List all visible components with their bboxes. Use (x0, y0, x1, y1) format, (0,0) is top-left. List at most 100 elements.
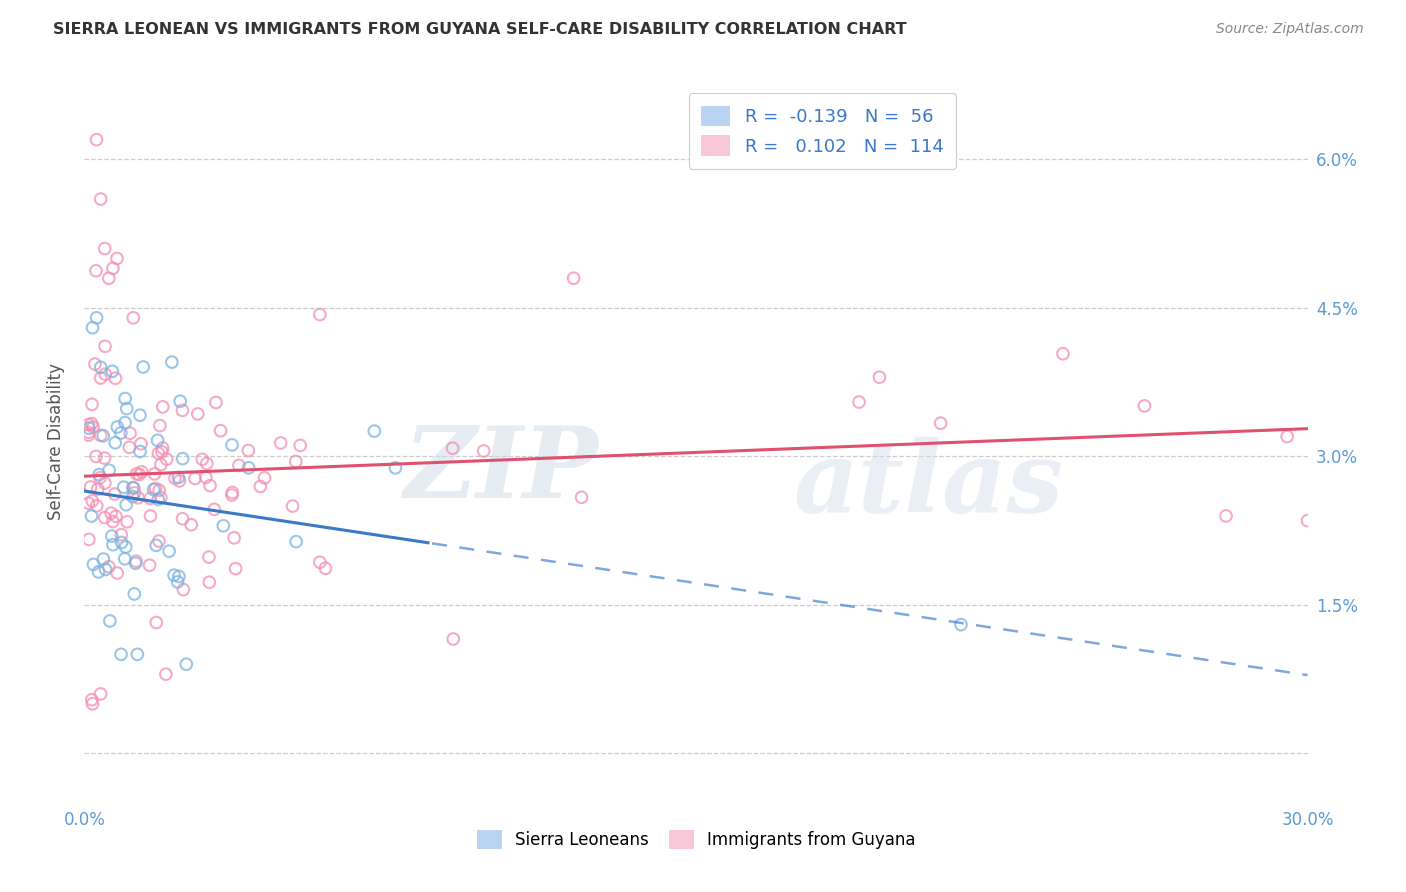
Point (104, 435, 127, 450)
Point (166, 574, 188, 589)
Point (110, 535, 132, 549)
Point (472, 444, 495, 458)
Point (80, 417, 103, 431)
Point (82, 420, 104, 434)
Point (82, 494, 104, 508)
Point (101, 261, 124, 276)
Point (155, 667, 177, 681)
Point (89, 470, 111, 484)
Point (172, 451, 194, 466)
Point (571, 491, 593, 505)
Point (209, 424, 232, 438)
Point (187, 407, 209, 421)
Point (143, 467, 166, 481)
Point (172, 582, 194, 597)
Point (132, 359, 155, 374)
Point (149, 491, 172, 505)
Point (127, 491, 149, 505)
Point (77, 496, 100, 510)
Point (205, 395, 228, 409)
Point (93, 552, 115, 566)
Point (145, 482, 167, 496)
Point (115, 498, 138, 512)
Point (105, 252, 128, 266)
Point (238, 460, 260, 475)
Point (98, 463, 121, 477)
Point (93, 510, 115, 524)
Point (441, 441, 464, 455)
Point (122, 481, 145, 495)
Point (308, 308, 330, 322)
Point (138, 558, 160, 573)
Point (79, 480, 101, 494)
Point (129, 444, 152, 458)
Point (110, 648, 132, 662)
Point (93, 451, 115, 466)
Point (101, 515, 124, 529)
Text: atlas: atlas (794, 437, 1064, 533)
Point (129, 437, 152, 451)
Point (1277, 429, 1299, 443)
Point (115, 401, 138, 416)
Text: ZIP: ZIP (404, 422, 598, 518)
Point (94, 368, 117, 382)
Point (87, 482, 110, 496)
Point (1215, 508, 1237, 523)
Point (194, 470, 217, 484)
Legend: Sierra Leoneans, Immigrants from Guyana: Sierra Leoneans, Immigrants from Guyana (470, 823, 922, 856)
Point (101, 529, 124, 543)
Point (104, 487, 127, 501)
Point (149, 458, 172, 472)
Y-axis label: Self-Care Disability: Self-Care Disability (46, 363, 65, 520)
Point (87, 565, 110, 579)
Point (314, 561, 336, 575)
Point (91, 429, 114, 443)
Point (77, 425, 100, 440)
Point (122, 310, 145, 325)
Point (115, 515, 138, 529)
Point (157, 544, 180, 558)
Point (118, 440, 141, 454)
Point (169, 394, 191, 409)
Point (100, 506, 122, 520)
Point (90, 371, 112, 385)
Point (249, 479, 271, 493)
Point (112, 480, 135, 494)
Point (110, 527, 132, 541)
Point (285, 534, 308, 549)
Point (198, 575, 221, 590)
Point (80, 509, 103, 524)
Point (950, 617, 973, 632)
Point (114, 416, 136, 430)
Point (114, 551, 136, 566)
Point (225, 561, 247, 575)
Point (124, 587, 146, 601)
Point (94, 476, 117, 491)
Point (89, 467, 111, 482)
Point (212, 518, 235, 533)
Point (86, 310, 108, 325)
Point (145, 538, 167, 552)
Point (77, 417, 100, 432)
Point (848, 395, 870, 409)
Point (163, 471, 186, 485)
Point (80, 397, 103, 411)
Point (105, 420, 128, 434)
Point (149, 418, 172, 433)
Point (869, 370, 891, 384)
Point (1052, 347, 1074, 361)
Point (1133, 399, 1156, 413)
Point (121, 481, 143, 495)
Point (1296, 514, 1319, 528)
Point (104, 371, 127, 385)
Point (94, 562, 117, 576)
Point (562, 271, 585, 285)
Text: SIERRA LEONEAN VS IMMIGRANTS FROM GUYANA SELF-CARE DISABILITY CORRELATION CHART: SIERRA LEONEAN VS IMMIGRANTS FROM GUYANA… (53, 22, 907, 37)
Point (77, 533, 100, 547)
Point (86, 499, 108, 513)
Point (142, 483, 165, 497)
Point (152, 400, 174, 414)
Point (238, 443, 260, 458)
Point (84, 264, 107, 278)
Point (82, 320, 104, 334)
